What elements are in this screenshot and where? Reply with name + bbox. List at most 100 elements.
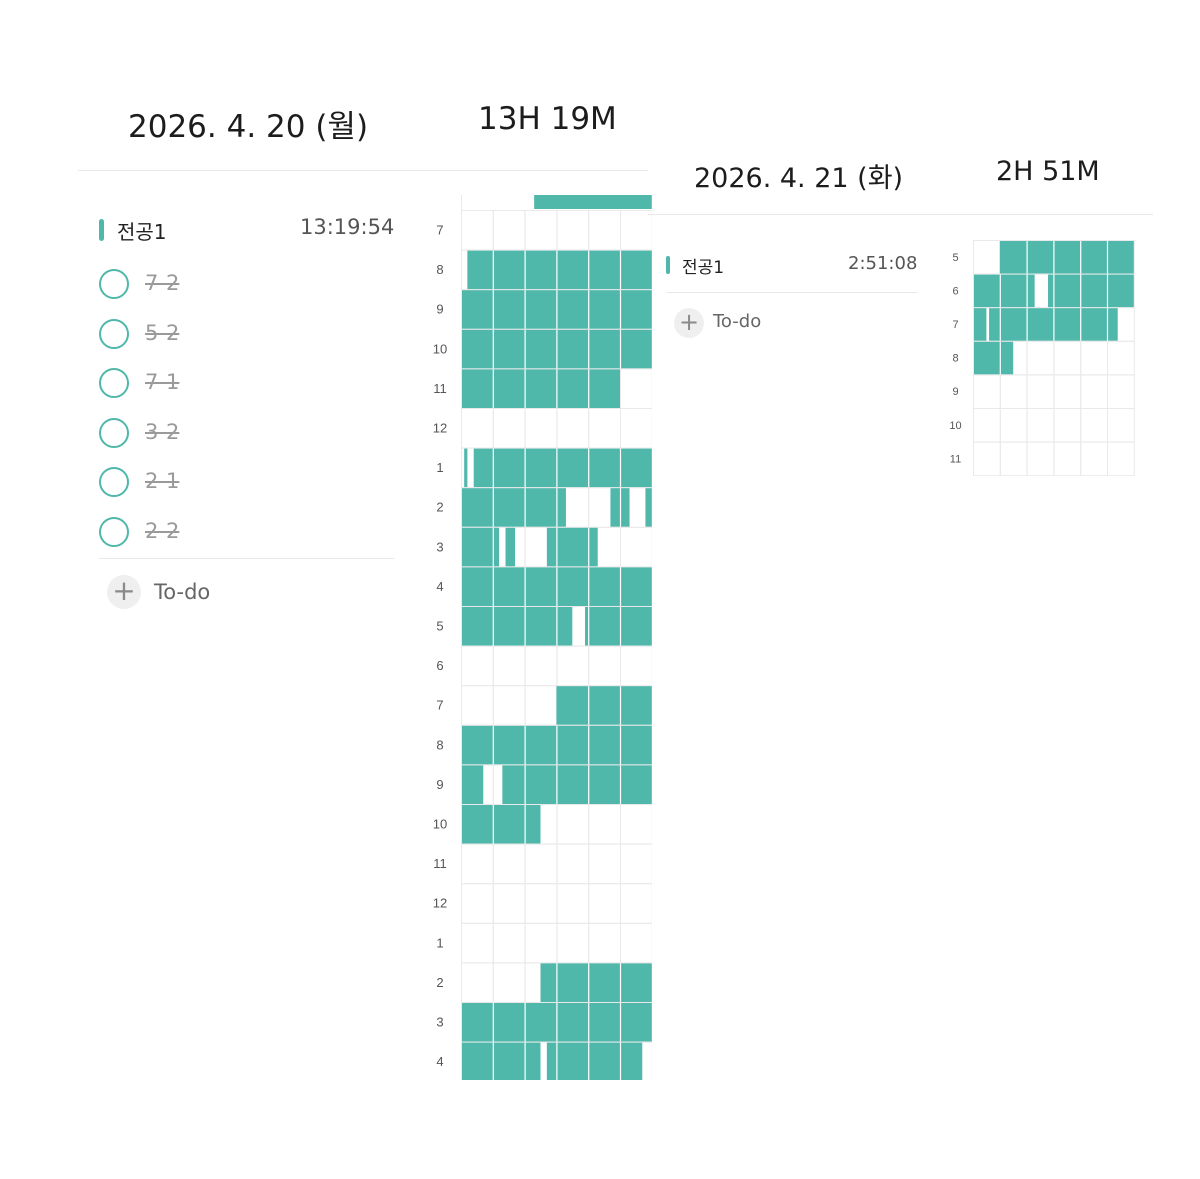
grid-cell [524, 883, 558, 924]
grid-cell [620, 804, 652, 845]
grid-cell [556, 645, 590, 687]
plus-icon: + [112, 574, 136, 607]
study-block [540, 963, 652, 1002]
todo-checkbox[interactable] [99, 269, 129, 299]
grid-cell [620, 883, 652, 924]
day1-subject-name[interactable]: 전공1 [117, 220, 167, 244]
hour-label: 11 [950, 453, 961, 465]
grid-cell [620, 526, 652, 568]
day1-add-todo-label[interactable]: To-do [154, 580, 211, 604]
todo-label: 5-2 [145, 320, 180, 345]
todo-checkbox[interactable] [99, 368, 129, 398]
grid-cell [524, 408, 558, 449]
grid-cell [524, 922, 558, 964]
grid-cell [492, 843, 526, 885]
study-block [464, 448, 468, 488]
hour-label: 5 [952, 252, 958, 264]
study-block [585, 607, 652, 646]
study-block [461, 765, 484, 804]
hour-label: 12 [433, 896, 447, 911]
grid-cell [1080, 340, 1108, 376]
todo-checkbox[interactable] [99, 516, 129, 547]
grid-cell [1107, 441, 1135, 476]
grid-cell [524, 645, 558, 687]
study-block [467, 250, 652, 290]
todo-label: 2-2 [145, 518, 180, 543]
grid-cell [524, 685, 558, 726]
todo-label: 7-2 [145, 271, 180, 295]
day2-add-todo-button[interactable]: + [674, 308, 704, 338]
day2-add-todo-label[interactable]: To-do [713, 311, 762, 332]
grid-cell [492, 922, 526, 964]
study-block [461, 488, 566, 527]
grid-cell [588, 210, 621, 251]
todo-checkbox[interactable] [99, 467, 129, 497]
grid-cell [588, 645, 621, 687]
study-block [534, 195, 652, 209]
study-block [461, 607, 573, 646]
hour-label: 4 [436, 1054, 443, 1069]
day2-subject-time: 2:51:08 [848, 253, 918, 274]
study-block [461, 1042, 541, 1080]
grid-cell [556, 843, 590, 885]
grid-cell [492, 645, 526, 687]
grid-cell [492, 962, 526, 1004]
hour-label: 8 [436, 737, 443, 752]
day1-timeline-grid: 7 8 9 10 11 12 1 2 3 4 5 6 7 8 9 10 11 12 1 2 3 4 [419, 195, 652, 1080]
grid-cell [1053, 441, 1082, 476]
study-block [461, 805, 541, 844]
todo-checkbox[interactable] [99, 318, 129, 349]
hour-label: 9 [436, 302, 443, 317]
study-block [461, 369, 620, 408]
grid-cell [1026, 340, 1055, 376]
day1-subject-color-bar [99, 219, 104, 241]
todo-checkbox[interactable] [99, 417, 129, 448]
grid-cell [461, 962, 494, 1004]
grid-cell [1080, 408, 1108, 443]
grid-cell [1080, 441, 1108, 476]
grid-cell [1107, 374, 1135, 409]
day2-subject-divider [666, 292, 918, 293]
grid-cell [620, 368, 652, 409]
day2-header-divider [648, 214, 1153, 215]
day1-add-todo-button[interactable]: + [107, 575, 141, 609]
grid-cell [1053, 408, 1082, 443]
day2-subject-name[interactable]: 전공1 [682, 258, 725, 278]
grid-cell [973, 408, 1001, 443]
grid-cell [1026, 408, 1055, 443]
day1-header-divider [78, 170, 648, 171]
study-block [546, 1042, 643, 1080]
grid-cell [492, 210, 526, 251]
hour-label: 3 [436, 1014, 443, 1029]
hour-label: 10 [433, 816, 447, 831]
grid-cell [973, 441, 1001, 476]
study-block [502, 765, 652, 804]
study-block [973, 308, 987, 341]
grid-cell [524, 210, 558, 251]
hour-label: 7 [952, 319, 958, 331]
hour-label: 4 [436, 579, 443, 594]
grid-cell [492, 883, 526, 924]
grid-cell [524, 843, 558, 885]
grid-cell [1053, 340, 1082, 376]
hour-label: 10 [433, 341, 447, 356]
grid-cell [1107, 408, 1135, 443]
grid-cell [1026, 374, 1055, 409]
grid-cell [461, 645, 494, 687]
day2-date: 2026. 4. 21 (화) [694, 163, 904, 194]
study-block [973, 274, 1035, 308]
grid-cell [588, 922, 621, 964]
day1-subject-time: 13:19:54 [300, 215, 395, 239]
grid-cell [461, 922, 494, 964]
hour-label: 8 [436, 262, 443, 277]
hour-label: 9 [952, 386, 958, 398]
hour-label: 12 [433, 420, 447, 435]
hour-label: 5 [436, 618, 443, 633]
hour-label: 10 [949, 420, 961, 432]
study-block [645, 488, 652, 527]
grid-cell [1107, 340, 1135, 376]
grid-cell [556, 883, 590, 924]
grid-cell [556, 408, 590, 449]
grid-cell [461, 843, 494, 885]
